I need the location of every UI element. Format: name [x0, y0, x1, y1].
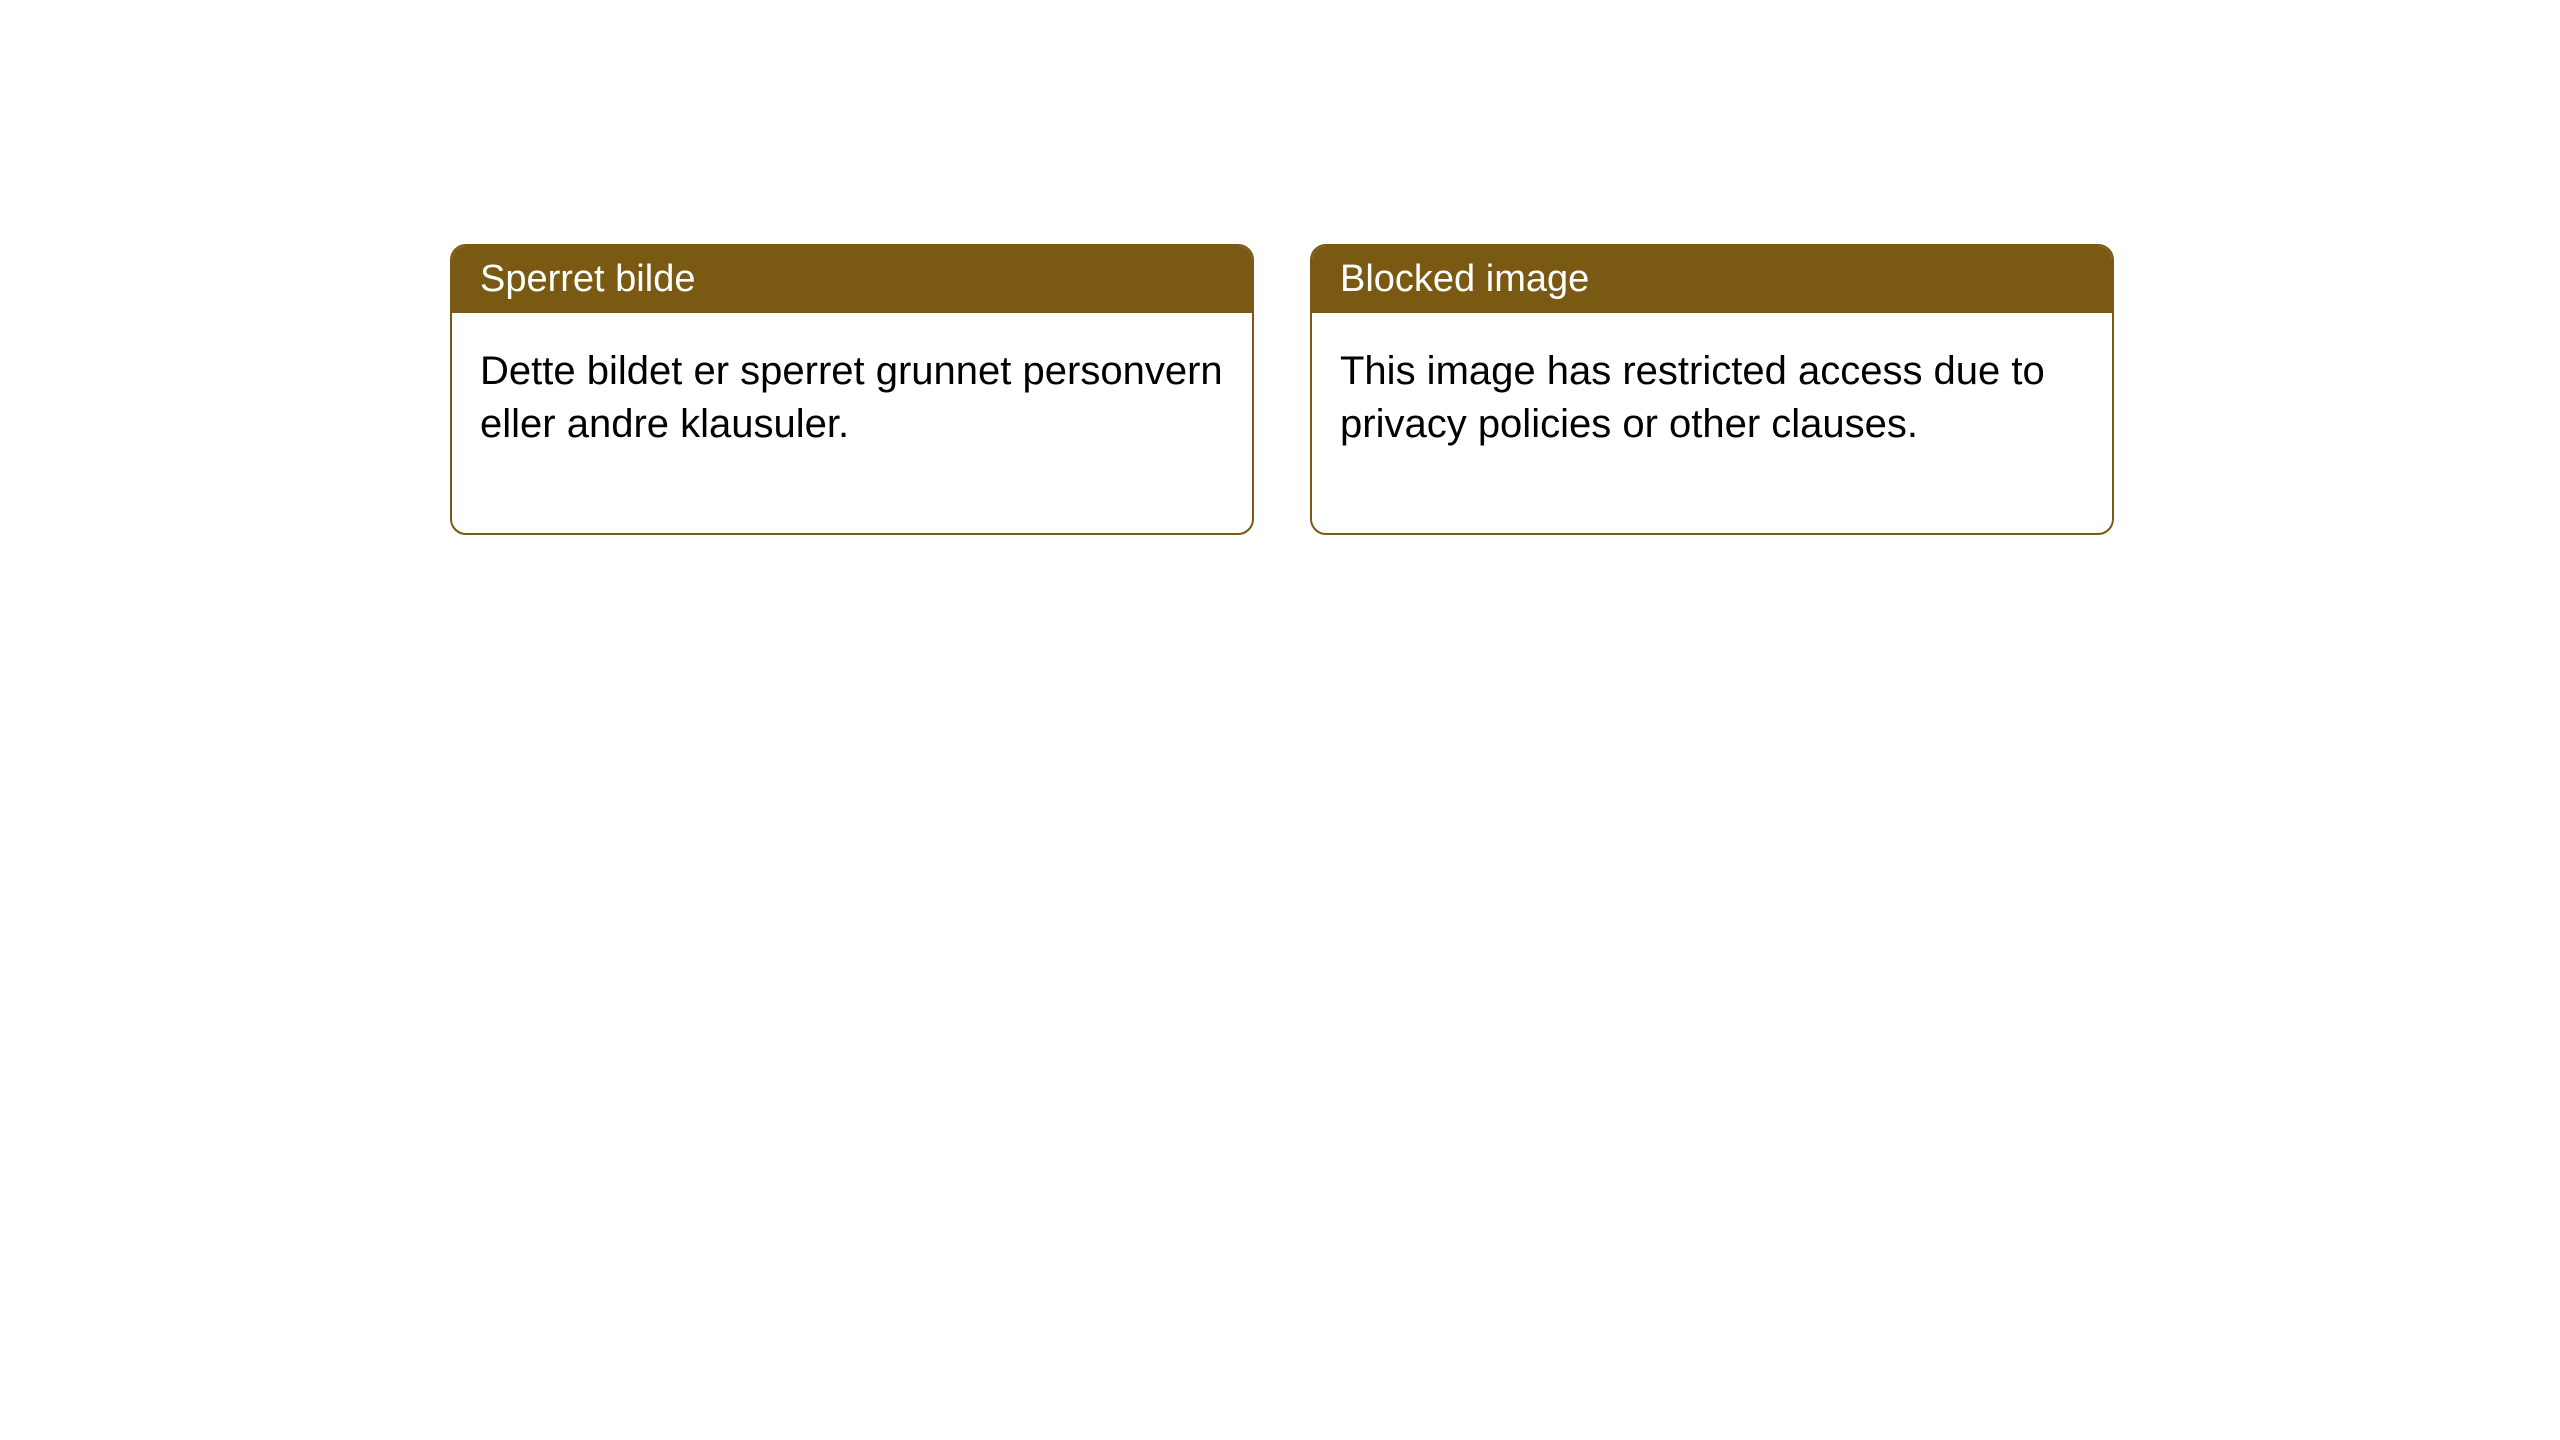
notice-text-norwegian: Dette bildet er sperret grunnet personve… — [480, 349, 1223, 446]
notice-container: Sperret bilde Dette bildet er sperret gr… — [450, 244, 2114, 535]
notice-card-norwegian: Sperret bilde Dette bildet er sperret gr… — [450, 244, 1254, 535]
notice-title-norwegian: Sperret bilde — [480, 258, 695, 300]
notice-header-english: Blocked image — [1312, 246, 2112, 313]
notice-card-english: Blocked image This image has restricted … — [1310, 244, 2114, 535]
notice-body-english: This image has restricted access due to … — [1312, 313, 2112, 533]
notice-title-english: Blocked image — [1340, 258, 1589, 300]
notice-body-norwegian: Dette bildet er sperret grunnet personve… — [452, 313, 1252, 533]
notice-text-english: This image has restricted access due to … — [1340, 349, 2045, 446]
notice-header-norwegian: Sperret bilde — [452, 246, 1252, 313]
